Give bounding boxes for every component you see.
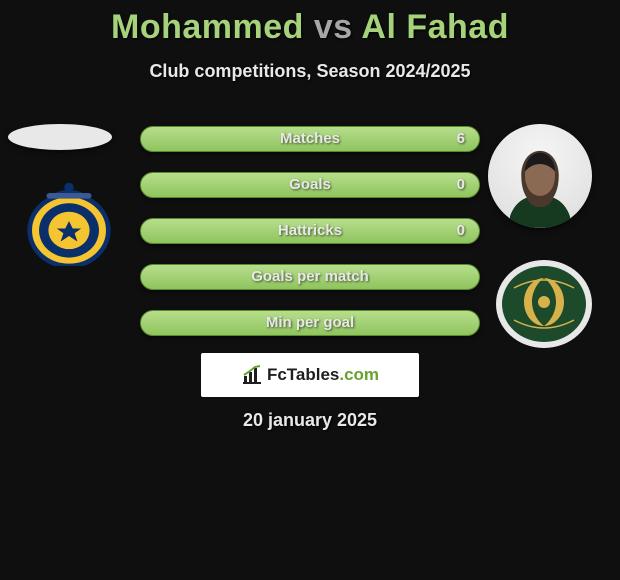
player-left-photo bbox=[8, 124, 112, 150]
stat-row-hattricks: Hattricks 0 bbox=[140, 218, 480, 244]
branding-text: FcTables.com bbox=[267, 365, 379, 385]
stat-label: Hattricks bbox=[141, 219, 479, 243]
stat-row-min-per-goal: Min per goal bbox=[140, 310, 480, 336]
bar-chart-icon bbox=[241, 365, 263, 385]
stat-value-right: 0 bbox=[457, 219, 465, 243]
title-player2: Al Fahad bbox=[361, 8, 509, 46]
branding-suffix: .com bbox=[339, 365, 379, 384]
stat-label: Matches bbox=[141, 127, 479, 151]
stat-value-right: 0 bbox=[457, 173, 465, 197]
club-left-badge bbox=[22, 178, 116, 266]
player-right-photo bbox=[488, 124, 592, 228]
stat-row-matches: Matches 6 bbox=[140, 126, 480, 152]
page-title: Mohammed vs Al Fahad bbox=[0, 0, 620, 47]
stat-row-goals-per-match: Goals per match bbox=[140, 264, 480, 290]
stats-panel: Matches 6 Goals 0 Hattricks 0 Goals per … bbox=[140, 126, 480, 356]
stat-label: Goals bbox=[141, 173, 479, 197]
subtitle: Club competitions, Season 2024/2025 bbox=[0, 61, 620, 82]
branding-name: FcTables bbox=[267, 365, 339, 384]
branding-box: FcTables.com bbox=[201, 353, 419, 397]
date-label: 20 january 2025 bbox=[0, 410, 620, 431]
stat-row-goals: Goals 0 bbox=[140, 172, 480, 198]
club-right-badge bbox=[494, 258, 594, 350]
stat-label: Min per goal bbox=[141, 311, 479, 335]
stat-value-right: 6 bbox=[457, 127, 465, 151]
title-player1: Mohammed bbox=[111, 8, 304, 46]
stat-label: Goals per match bbox=[141, 265, 479, 289]
title-vs: vs bbox=[314, 8, 353, 46]
